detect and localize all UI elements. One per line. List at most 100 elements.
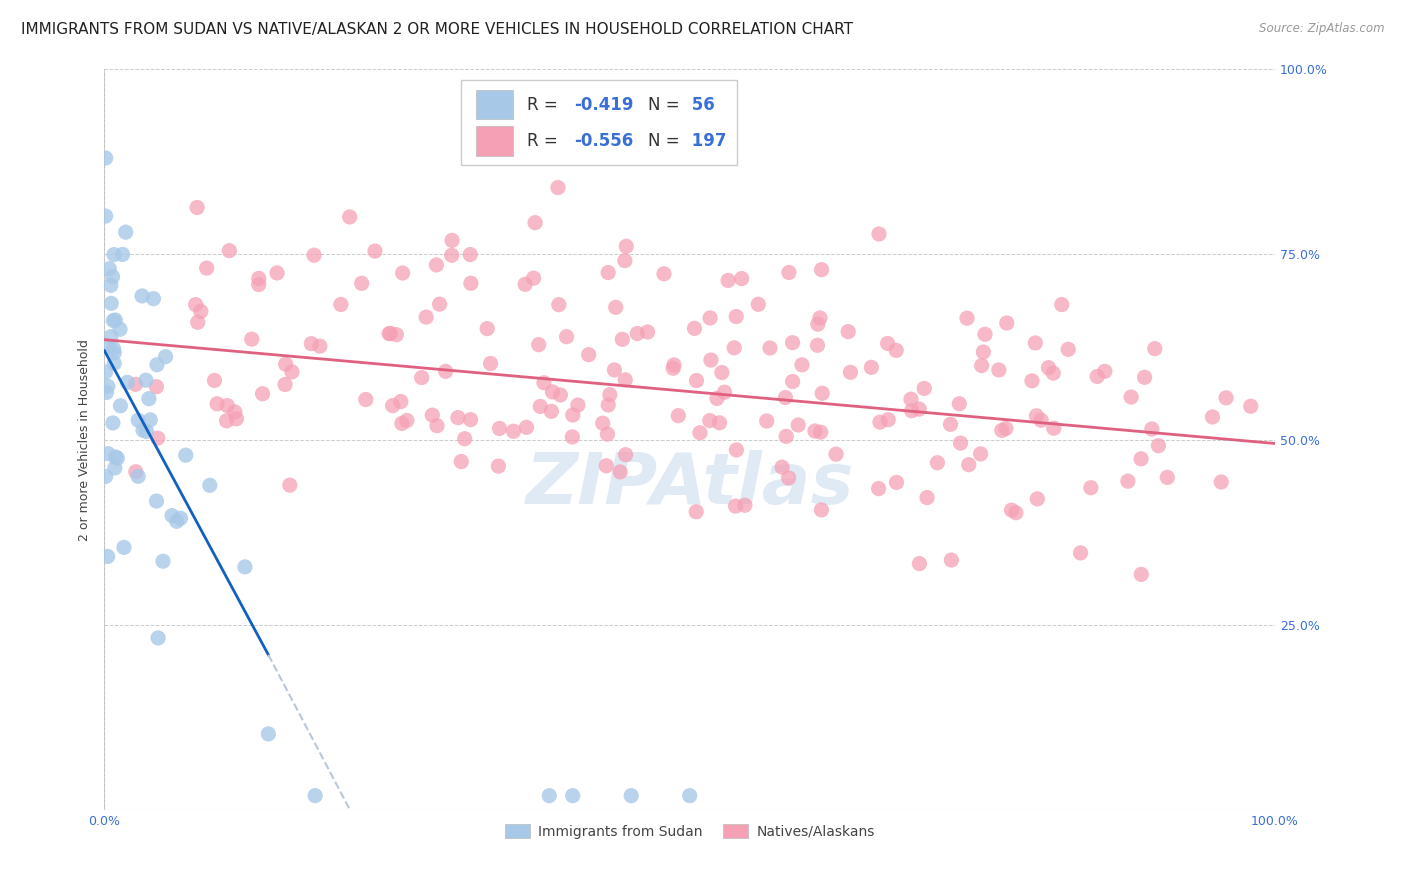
- Point: [329, 297, 352, 311]
- Point: [411, 370, 433, 384]
- Point: [104, 450, 127, 464]
- Point: [709, 416, 731, 430]
- Point: [1121, 390, 1143, 404]
- Point: [429, 297, 451, 311]
- Point: [609, 465, 631, 479]
- Point: [550, 388, 572, 402]
- Point: [970, 359, 993, 373]
- Point: [266, 266, 288, 280]
- Point: [146, 431, 169, 445]
- Point: [1211, 475, 1233, 489]
- Point: [225, 411, 247, 425]
- Point: [114, 225, 136, 239]
- Point: [683, 321, 706, 335]
- Point: [103, 313, 125, 327]
- Point: [125, 465, 148, 479]
- Point: [734, 498, 756, 512]
- Point: [425, 258, 447, 272]
- Point: [380, 326, 402, 341]
- Point: [598, 398, 620, 412]
- Point: [105, 451, 128, 466]
- Point: [759, 341, 782, 355]
- Point: [969, 447, 991, 461]
- Point: [775, 391, 797, 405]
- Point: [205, 397, 228, 411]
- Point: [160, 508, 183, 523]
- Point: [547, 298, 569, 312]
- Point: [713, 385, 735, 400]
- Point: [837, 325, 859, 339]
- Point: [247, 271, 270, 285]
- Point: [770, 460, 793, 475]
- Point: [561, 430, 583, 444]
- Point: [1133, 370, 1156, 384]
- Point: [152, 554, 174, 568]
- Point: [679, 789, 702, 803]
- Point: [900, 403, 922, 417]
- Point: [541, 384, 564, 399]
- Point: [100, 296, 122, 310]
- Point: [145, 494, 167, 508]
- Point: [215, 414, 238, 428]
- Point: [426, 418, 449, 433]
- Point: [787, 417, 810, 432]
- Point: [912, 381, 935, 395]
- Point: [385, 327, 408, 342]
- Point: [103, 346, 125, 360]
- Point: [706, 392, 728, 406]
- Point: [578, 348, 600, 362]
- Point: [117, 376, 139, 390]
- Point: [790, 358, 813, 372]
- Point: [479, 357, 502, 371]
- Point: [103, 247, 125, 261]
- Point: [110, 399, 132, 413]
- Text: R =: R =: [527, 132, 568, 150]
- Point: [949, 436, 972, 450]
- Point: [1050, 297, 1073, 311]
- Point: [538, 789, 561, 803]
- Point: [174, 448, 197, 462]
- Point: [450, 454, 472, 468]
- Point: [135, 373, 157, 387]
- Point: [139, 413, 162, 427]
- Point: [281, 365, 304, 379]
- Point: [488, 421, 510, 435]
- Point: [1025, 409, 1047, 423]
- Point: [941, 553, 963, 567]
- Point: [131, 289, 153, 303]
- Point: [252, 386, 274, 401]
- Point: [309, 339, 332, 353]
- Point: [190, 304, 212, 318]
- Point: [603, 363, 626, 377]
- Point: [395, 413, 418, 427]
- Point: [146, 358, 169, 372]
- Point: [100, 329, 122, 343]
- Point: [97, 379, 120, 393]
- Point: [1021, 374, 1043, 388]
- Point: [195, 261, 218, 276]
- Point: [939, 417, 962, 432]
- Point: [460, 412, 482, 426]
- Point: [103, 342, 125, 356]
- Point: [524, 216, 547, 230]
- Point: [782, 335, 804, 350]
- Point: [915, 491, 938, 505]
- Point: [97, 339, 120, 353]
- Point: [513, 277, 536, 292]
- Point: [278, 478, 301, 492]
- Text: N =: N =: [648, 95, 679, 113]
- Point: [699, 310, 721, 325]
- Point: [104, 461, 127, 475]
- Point: [146, 631, 169, 645]
- Point: [1070, 546, 1092, 560]
- Point: [1094, 364, 1116, 378]
- Point: [169, 511, 191, 525]
- Point: [233, 560, 256, 574]
- Point: [725, 442, 748, 457]
- Point: [111, 247, 134, 261]
- Point: [547, 180, 569, 194]
- Point: [689, 425, 711, 440]
- Point: [755, 414, 778, 428]
- Point: [96, 385, 118, 400]
- Point: [112, 541, 135, 555]
